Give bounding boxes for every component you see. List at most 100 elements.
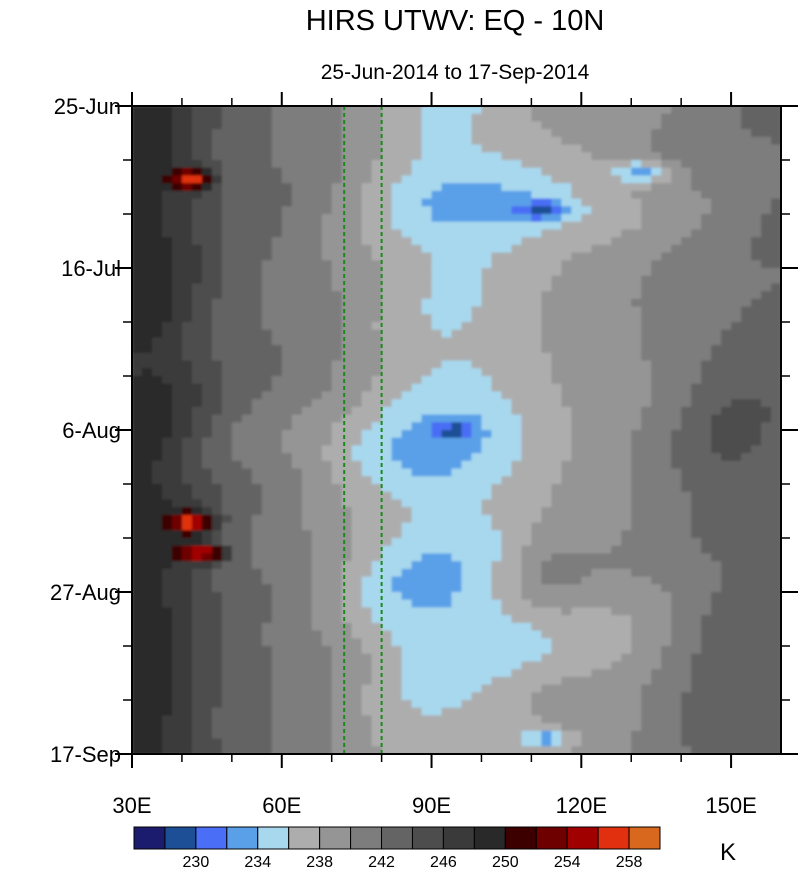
heat-cell: [391, 522, 403, 531]
heat-cell: [581, 198, 592, 207]
heat-cell: [241, 568, 253, 578]
heat-cell: [171, 646, 183, 655]
heat-cell: [501, 167, 513, 177]
heat-cell: [771, 430, 781, 439]
heat-cell: [421, 144, 433, 153]
heat-cell: [511, 491, 522, 501]
heat-cell: [321, 599, 333, 609]
heat-cell: [181, 252, 193, 261]
heat-cell: [671, 661, 682, 670]
heat-cell: [491, 260, 503, 269]
heat-cell: [701, 360, 712, 369]
heat-cell: [551, 275, 562, 285]
heat-cell: [351, 368, 363, 377]
heat-cell: [391, 399, 403, 408]
heat-cell: [151, 322, 163, 331]
heat-cell: [551, 244, 562, 254]
heat-cell: [411, 599, 423, 609]
heat-cell: [481, 615, 493, 624]
heat-cell: [441, 684, 453, 693]
heat-cell: [751, 653, 762, 663]
heat-cell: [481, 121, 493, 130]
heat-cell: [561, 484, 572, 493]
heat-cell: [761, 352, 772, 362]
heat-cell: [711, 422, 722, 431]
heat-cell: [441, 345, 453, 354]
heat-cell: [711, 406, 722, 416]
heat-cell: [201, 360, 213, 369]
heat-cell: [321, 460, 333, 470]
heat-cell: [591, 268, 602, 277]
heat-cell: [571, 298, 582, 308]
heat-cell: [341, 437, 353, 447]
heat-cell: [431, 113, 443, 123]
heat-cell: [681, 360, 692, 369]
heat-cell: [181, 684, 193, 693]
heat-cell: [151, 530, 163, 539]
heat-cell: [611, 653, 622, 663]
heat-cell: [181, 306, 193, 315]
heat-cell: [771, 584, 781, 593]
heat-cell: [321, 129, 333, 138]
heat-cell: [301, 298, 313, 308]
heat-cell: [241, 360, 253, 369]
heat-cell: [631, 260, 642, 269]
heat-cell: [741, 376, 752, 385]
heat-cell: [231, 283, 243, 292]
heat-cell: [681, 499, 692, 508]
heat-cell: [281, 175, 293, 184]
heat-cell: [621, 322, 632, 331]
heat-cell: [721, 106, 732, 115]
heat-cell: [731, 615, 742, 624]
heat-cell: [421, 414, 433, 423]
heat-cell: [141, 484, 153, 493]
heat-cell: [741, 576, 752, 585]
heat-cell: [771, 491, 781, 501]
heat-cell: [751, 190, 762, 200]
heat-cell: [761, 568, 772, 578]
heat-cell: [341, 229, 353, 238]
heat-cell: [441, 399, 453, 408]
heat-cell: [471, 113, 483, 123]
heat-cell: [561, 106, 572, 115]
heat-cell: [281, 183, 293, 192]
heat-cell: [411, 522, 423, 531]
heat-cell: [631, 298, 642, 308]
heat-cell: [661, 198, 672, 207]
heat-cell: [201, 383, 213, 393]
heat-cell: [771, 175, 781, 184]
heat-cell: [641, 314, 652, 323]
heat-cell: [431, 368, 443, 377]
heat-cell: [181, 561, 193, 570]
heat-cell: [321, 306, 333, 315]
heat-cell: [331, 414, 343, 423]
heat-cell: [221, 106, 233, 115]
heat-cell: [521, 198, 532, 207]
heat-cell: [701, 476, 712, 485]
heat-cell: [191, 383, 203, 393]
heat-cell: [281, 391, 293, 400]
heat-cell: [271, 190, 283, 200]
heat-cell: [401, 630, 413, 639]
heat-cell: [361, 152, 373, 161]
heat-cell: [441, 268, 453, 277]
heat-cell: [491, 576, 503, 585]
heat-cell: [581, 275, 592, 285]
heat-cell: [161, 676, 173, 686]
heat-cell: [481, 692, 493, 701]
heat-cell: [751, 453, 762, 462]
heat-cell: [421, 252, 433, 261]
heat-cell: [221, 692, 233, 701]
heat-cell: [141, 237, 153, 246]
heat-cell: [651, 499, 662, 508]
heat-cell: [601, 514, 612, 524]
heat-cell: [631, 453, 642, 462]
heat-cell: [691, 229, 702, 238]
heat-cell: [181, 592, 193, 601]
heat-cell: [331, 630, 343, 639]
heat-cell: [181, 152, 193, 161]
heat-cell: [521, 607, 532, 616]
heat-cell: [221, 144, 233, 153]
heat-cell: [201, 376, 213, 385]
heat-cell: [631, 391, 642, 400]
